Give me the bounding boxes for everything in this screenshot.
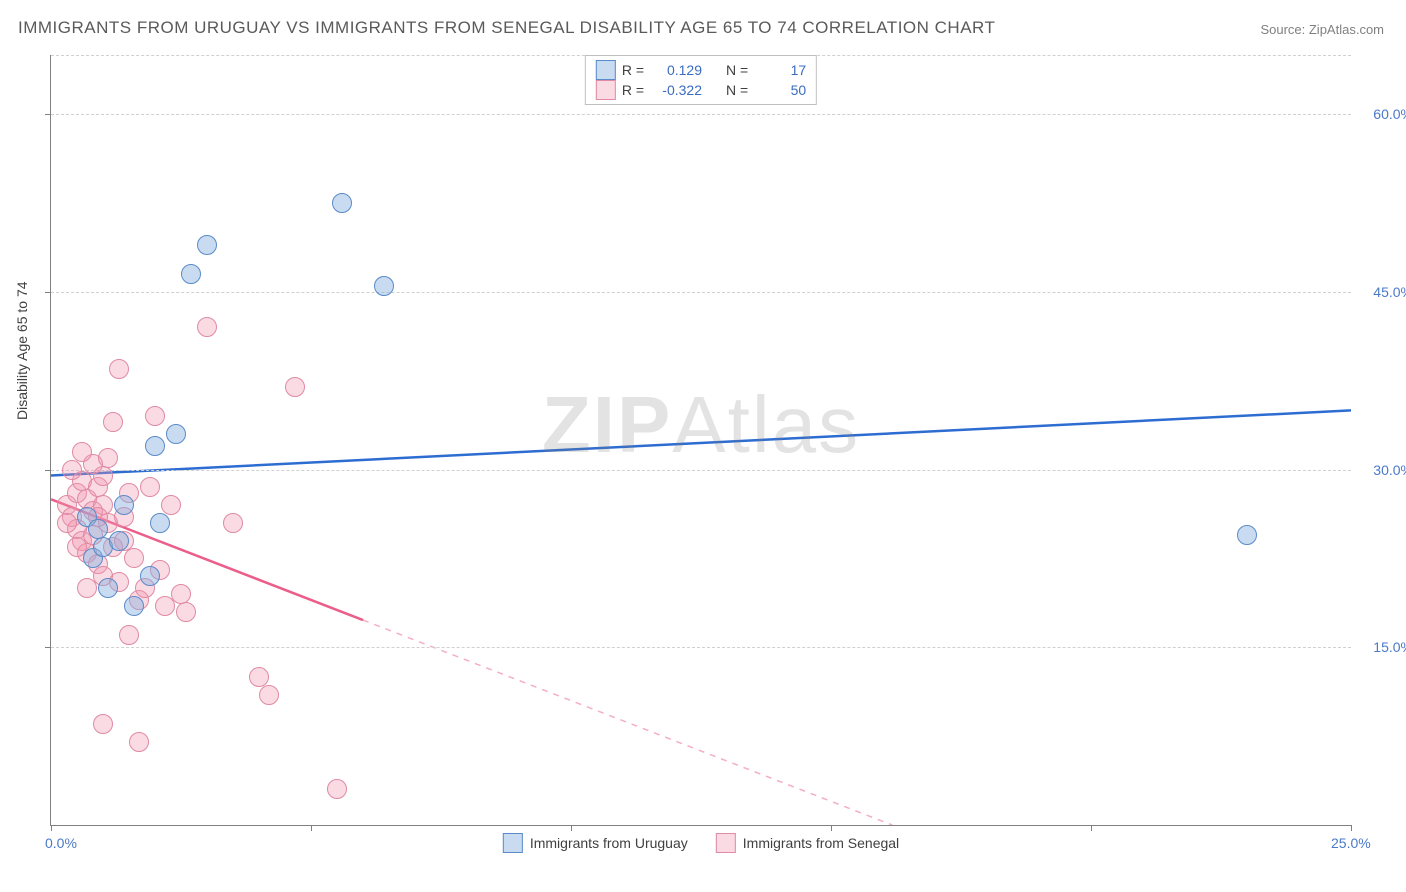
data-point: [145, 406, 165, 426]
gridline: [51, 470, 1351, 471]
data-point: [1237, 525, 1257, 545]
data-point: [88, 519, 108, 539]
data-point: [259, 685, 279, 705]
y-axis-label: Disability Age 65 to 74: [14, 281, 30, 420]
swatch-pink: [596, 80, 616, 100]
legend-row-uruguay: R = 0.129 N = 17: [596, 60, 806, 80]
x-tick-label: 0.0%: [45, 835, 77, 851]
gridline: [51, 292, 1351, 293]
data-point: [129, 732, 149, 752]
series-legend: Immigrants from Uruguay Immigrants from …: [503, 833, 899, 853]
x-tick-label: 25.0%: [1331, 835, 1371, 851]
y-tick-label: 45.0%: [1373, 284, 1406, 300]
data-point: [197, 317, 217, 337]
data-point: [93, 466, 113, 486]
legend-row-senegal: R = -0.322 N = 50: [596, 80, 806, 100]
data-point: [249, 667, 269, 687]
y-tick-label: 60.0%: [1373, 106, 1406, 122]
swatch-blue-icon: [503, 833, 523, 853]
data-point: [140, 477, 160, 497]
data-point: [374, 276, 394, 296]
data-point: [332, 193, 352, 213]
source-label: Source: ZipAtlas.com: [1260, 22, 1384, 37]
gridline: [51, 647, 1351, 648]
data-point: [150, 513, 170, 533]
swatch-blue: [596, 60, 616, 80]
data-point: [197, 235, 217, 255]
data-point: [98, 578, 118, 598]
data-point: [223, 513, 243, 533]
data-point: [327, 779, 347, 799]
swatch-pink-icon: [716, 833, 736, 853]
data-point: [109, 359, 129, 379]
data-point: [57, 513, 77, 533]
correlation-legend: R = 0.129 N = 17 R = -0.322 N = 50: [585, 55, 817, 105]
data-point: [124, 548, 144, 568]
data-point: [124, 596, 144, 616]
chart-title: IMMIGRANTS FROM URUGUAY VS IMMIGRANTS FR…: [18, 18, 995, 38]
chart-plot-area: ZIPAtlas R = 0.129 N = 17 R = -0.322 N =…: [50, 55, 1351, 826]
data-point: [166, 424, 186, 444]
data-point: [181, 264, 201, 284]
data-point: [285, 377, 305, 397]
data-point: [72, 442, 92, 462]
y-tick-label: 15.0%: [1373, 639, 1406, 655]
y-tick-label: 30.0%: [1373, 462, 1406, 478]
data-point: [114, 495, 134, 515]
data-point: [119, 625, 139, 645]
data-point: [145, 436, 165, 456]
data-point: [62, 460, 82, 480]
gridline: [51, 114, 1351, 115]
data-point: [93, 714, 113, 734]
data-point: [109, 531, 129, 551]
data-point: [161, 495, 181, 515]
data-point: [176, 602, 196, 622]
data-point: [140, 566, 160, 586]
legend-item-uruguay: Immigrants from Uruguay: [503, 833, 688, 853]
data-point: [77, 578, 97, 598]
data-point: [103, 412, 123, 432]
watermark: ZIPAtlas: [542, 379, 860, 471]
legend-item-senegal: Immigrants from Senegal: [716, 833, 899, 853]
trend-lines: [51, 55, 1351, 825]
